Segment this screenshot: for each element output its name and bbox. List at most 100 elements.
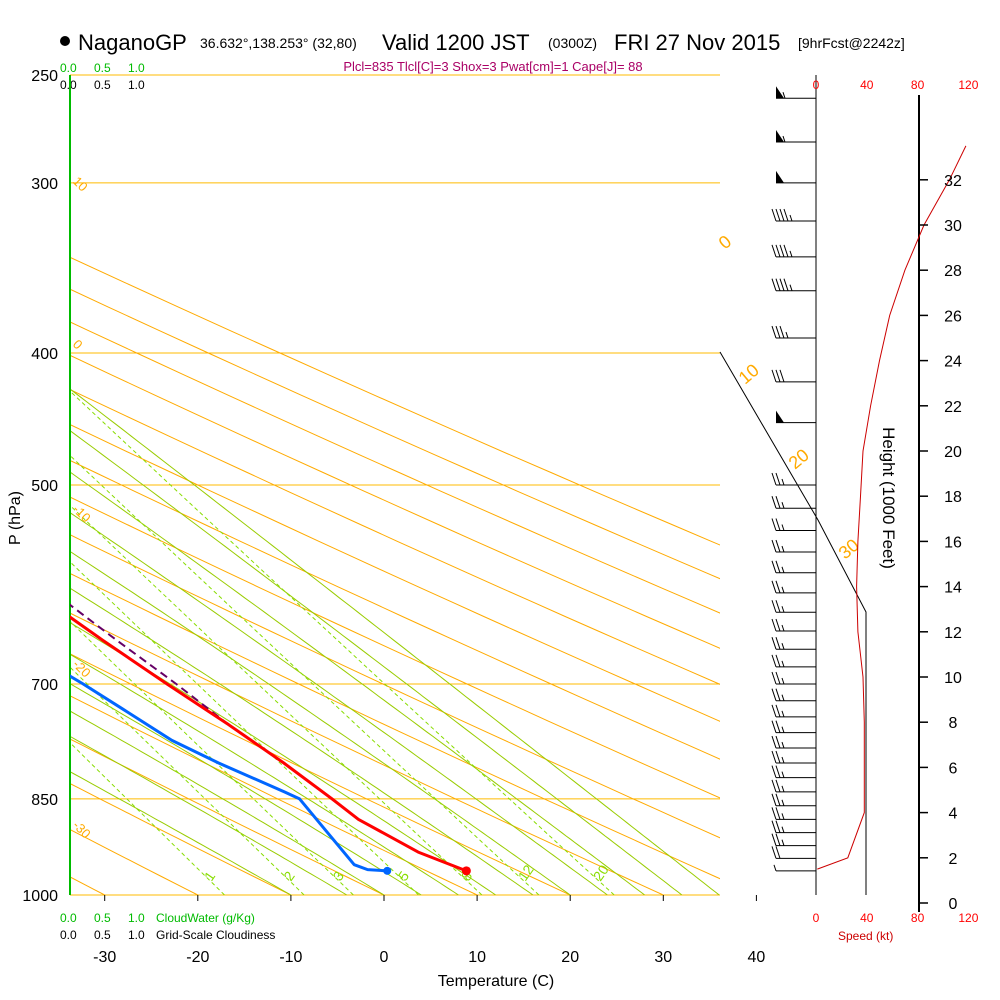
mixing-ratio-line (70, 620, 354, 895)
speed-tick-label: 0 (813, 78, 820, 92)
cloudwater-scale-tick: 0.5 (94, 911, 111, 925)
mixing-ratio-line (70, 504, 483, 895)
moist-adiabat (70, 710, 385, 895)
mixing-ratio-lines (70, 390, 615, 895)
cloudwater-scale-tick: 0.5 (94, 61, 111, 75)
barb-full (775, 735, 781, 749)
barb-full (775, 654, 781, 668)
station-name: NaganoGP (78, 30, 187, 55)
barb-full (771, 325, 777, 339)
valid-time: Valid 1200 JST (382, 30, 530, 55)
barb-full (771, 518, 777, 531)
moist-adiabat (70, 388, 720, 895)
moist-adiabat (70, 511, 608, 895)
barb-full (775, 793, 781, 806)
dry-adiabat-label: 10 (70, 174, 91, 195)
speed-tick-label: 0 (813, 911, 820, 925)
forecast-date: FRI 27 Nov 2015 (614, 30, 780, 55)
barb-full (771, 807, 777, 820)
barb-half (781, 710, 785, 718)
barb-full (775, 278, 781, 291)
barb-full (775, 600, 781, 613)
moist-adiabat (70, 429, 683, 895)
barb-full (771, 720, 777, 733)
barb-full (775, 671, 781, 685)
barb-full (775, 720, 781, 733)
wind-barb (771, 496, 816, 509)
barb-full (775, 208, 781, 222)
dry-adiabat (70, 388, 720, 685)
barb-pennant (776, 410, 784, 423)
speed-tick-label: 120 (958, 78, 978, 92)
x-tick-label: -20 (186, 949, 209, 966)
mixing-ratio-line (70, 561, 419, 895)
height-tick-label: 4 (949, 806, 958, 823)
x-tick-label: 0 (380, 949, 389, 966)
wind-barb (771, 560, 816, 574)
surface-dewpoint-marker (383, 866, 392, 875)
barb-full (771, 244, 777, 258)
wind-barb (776, 410, 816, 424)
barb-half (781, 771, 785, 778)
barb-half (789, 250, 793, 258)
cloudiness-label: Grid-Scale Cloudiness (156, 928, 275, 942)
height-tick-label: 8 (949, 715, 958, 732)
wind-barb (771, 580, 816, 594)
barb-full (775, 244, 781, 258)
barb-full (771, 472, 777, 486)
mixing-ratio-label: 20 (590, 862, 612, 884)
barb-full (775, 472, 781, 486)
height-boundary-line (719, 351, 867, 895)
wind-barb (771, 472, 816, 486)
barb-half (785, 331, 789, 339)
barb-half (789, 214, 793, 222)
speed-tick-label: 40 (860, 78, 874, 92)
x-tick-label: 30 (654, 949, 672, 966)
wind-barbs (771, 86, 816, 872)
height-tick-label: 18 (944, 489, 962, 506)
cloudiness-scale-tick: 1.0 (128, 78, 145, 92)
dry-adiabat (70, 423, 720, 722)
cloudiness-scale-tick: 0.5 (94, 78, 111, 92)
wind-barb (776, 130, 816, 143)
wind-barb (771, 671, 816, 685)
wind-barb (773, 864, 816, 872)
parcel-line (70, 603, 230, 726)
height-tick-label: 24 (944, 354, 962, 371)
cloudwater-scale-tick: 1.0 (128, 911, 145, 925)
barb-pennant (776, 86, 784, 99)
dry-adiabat (70, 354, 720, 649)
wind-barb (771, 600, 816, 613)
height-tick-label: 14 (944, 580, 962, 597)
wind-barb (776, 86, 816, 99)
barb-half (781, 586, 785, 594)
height-tick-label: 6 (949, 760, 958, 777)
cloudwater-scale-top: 0.0 0.5 1.0 0.0 0.5 1.0 (60, 61, 145, 92)
moist-adiabat (70, 683, 422, 895)
wind-barb (771, 735, 816, 749)
height-tick-label: 2 (949, 851, 958, 868)
x-tick-label: 20 (561, 949, 579, 966)
barb-full (775, 496, 781, 509)
barb-half (781, 785, 785, 793)
moist-adiabat-label: 0 (715, 231, 736, 253)
wind-barb (771, 846, 816, 859)
wind-barb (771, 325, 816, 339)
barb-full (771, 496, 777, 509)
barb-half (781, 726, 785, 733)
barb-half (781, 566, 785, 573)
barb-full (779, 369, 785, 383)
barb-full (771, 208, 777, 222)
stability-indices: Plcl=835 Tlcl[C]=3 Shox=3 Pwat[cm]=1 Cap… (343, 59, 642, 74)
wind-barb (771, 208, 816, 222)
barb-full (771, 618, 777, 632)
barb-full (775, 765, 781, 778)
barb-full (775, 618, 781, 632)
cloudiness-scale-tick: 1.0 (128, 928, 145, 942)
barb-full (783, 208, 789, 222)
barb-full (771, 704, 777, 718)
barb-half (773, 864, 777, 872)
dry-adiabat (70, 496, 720, 799)
pressure-tick-label: 500 (31, 478, 58, 495)
